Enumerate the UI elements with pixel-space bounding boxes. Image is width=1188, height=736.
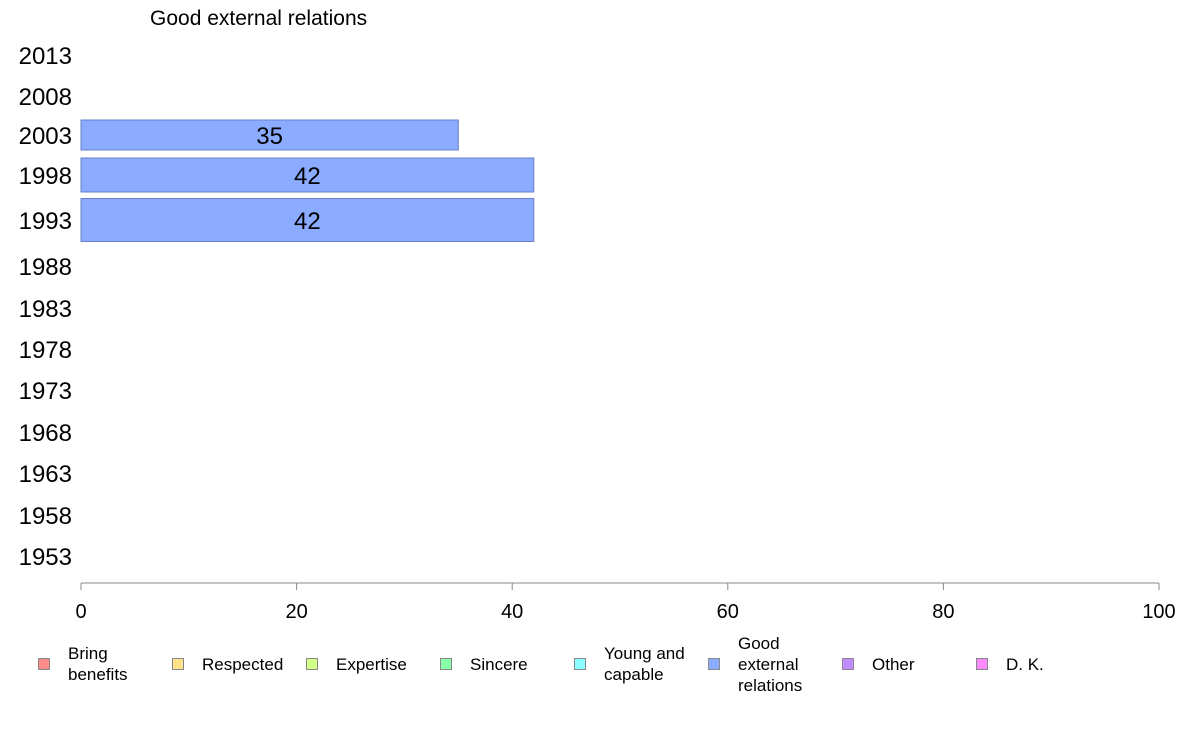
legend-label: D. K. bbox=[1006, 654, 1044, 674]
legend-swatch bbox=[574, 658, 586, 670]
x-tick-label: 0 bbox=[75, 601, 86, 623]
category-label: 1993 bbox=[19, 208, 72, 235]
bar-value-label: 35 bbox=[256, 123, 283, 150]
x-tick-label: 60 bbox=[717, 601, 739, 623]
category-label: 1963 bbox=[19, 461, 72, 488]
legend-label: Good external relations bbox=[738, 633, 803, 695]
x-tick-label: 40 bbox=[501, 601, 523, 623]
category-label: 1973 bbox=[19, 378, 72, 405]
bar-value-label: 42 bbox=[294, 163, 321, 190]
legend-item: Good external relations bbox=[708, 630, 828, 698]
legend-label: Sincere bbox=[470, 654, 528, 674]
category-label: 1988 bbox=[19, 254, 72, 281]
category-label: 1968 bbox=[19, 420, 72, 447]
legend-item: Other bbox=[842, 630, 962, 698]
legend-label: Expertise bbox=[336, 654, 407, 674]
legend-label: Bring benefits bbox=[68, 644, 128, 684]
x-tick-label: 80 bbox=[932, 601, 954, 623]
legend-swatch bbox=[708, 658, 720, 670]
legend-item: Respected bbox=[172, 630, 292, 698]
legend-swatch bbox=[440, 658, 452, 670]
category-label: 1953 bbox=[19, 544, 72, 571]
bar bbox=[80, 119, 459, 151]
legend-swatch bbox=[976, 658, 988, 670]
legend-swatch bbox=[172, 658, 184, 670]
legend-label: Young and capable bbox=[604, 644, 685, 684]
x-tick-label: 20 bbox=[285, 601, 307, 623]
chart-title: Good external relations bbox=[150, 7, 368, 30]
chart-legend: Bring benefits Respected Expertise Sincere Y… bbox=[0, 630, 1188, 700]
x-tick-label: 100 bbox=[1142, 601, 1175, 623]
legend-item: Sincere bbox=[440, 630, 560, 698]
category-label: 1983 bbox=[19, 296, 72, 323]
legend-label: Other bbox=[872, 654, 915, 674]
category-label: 2003 bbox=[19, 123, 72, 150]
bar bbox=[80, 198, 535, 242]
legend-item: Expertise bbox=[306, 630, 426, 698]
category-label: 1978 bbox=[19, 337, 72, 364]
bar-value-label: 42 bbox=[294, 208, 321, 235]
category-label: 1958 bbox=[19, 503, 72, 530]
legend-swatch bbox=[38, 658, 50, 670]
legend-label: Respected bbox=[202, 654, 284, 674]
category-label: 2013 bbox=[19, 43, 72, 70]
legend-swatch bbox=[842, 658, 854, 670]
legend-item: Young and capable bbox=[574, 630, 694, 698]
legend-swatch bbox=[306, 658, 318, 670]
bar bbox=[80, 157, 535, 193]
category-label: 2008 bbox=[19, 84, 72, 111]
legend-item: Bring benefits bbox=[38, 630, 158, 698]
category-label: 1998 bbox=[19, 163, 72, 190]
legend-item: D. K. bbox=[976, 630, 1096, 698]
